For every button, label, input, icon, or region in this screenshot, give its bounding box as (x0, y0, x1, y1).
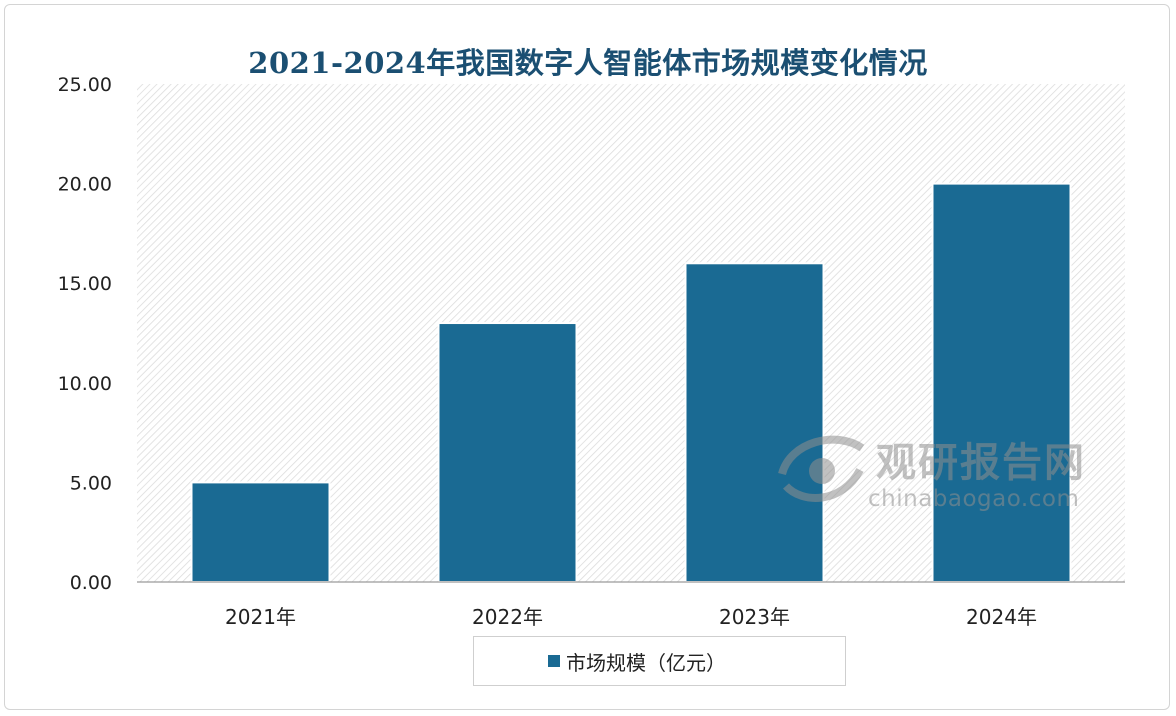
y-tick-label: 15.00 (58, 273, 112, 295)
y-tick-label: 10.00 (58, 373, 112, 395)
legend: 市场规模（亿元） (473, 636, 846, 686)
y-tick-label: 0.00 (70, 572, 112, 594)
legend-swatch (548, 655, 560, 667)
chart-title: 2021-2024年我国数字人智能体市场规模变化情况 (248, 46, 928, 80)
y-tick-label: 5.00 (70, 472, 112, 494)
x-tick-label: 2022年 (472, 605, 543, 629)
bar-2021 (190, 481, 331, 583)
bar-2023 (684, 262, 825, 583)
bar-2022 (437, 322, 578, 583)
x-tick-label: 2024年 (966, 605, 1037, 629)
bar-2024 (931, 182, 1072, 583)
y-tick-label: 20.00 (58, 174, 112, 196)
y-tick-label: 25.00 (58, 74, 112, 96)
legend-label: 市场规模（亿元） (566, 650, 726, 675)
x-tick-label: 2021年 (225, 605, 296, 629)
x-tick-label: 2023年 (719, 605, 790, 629)
